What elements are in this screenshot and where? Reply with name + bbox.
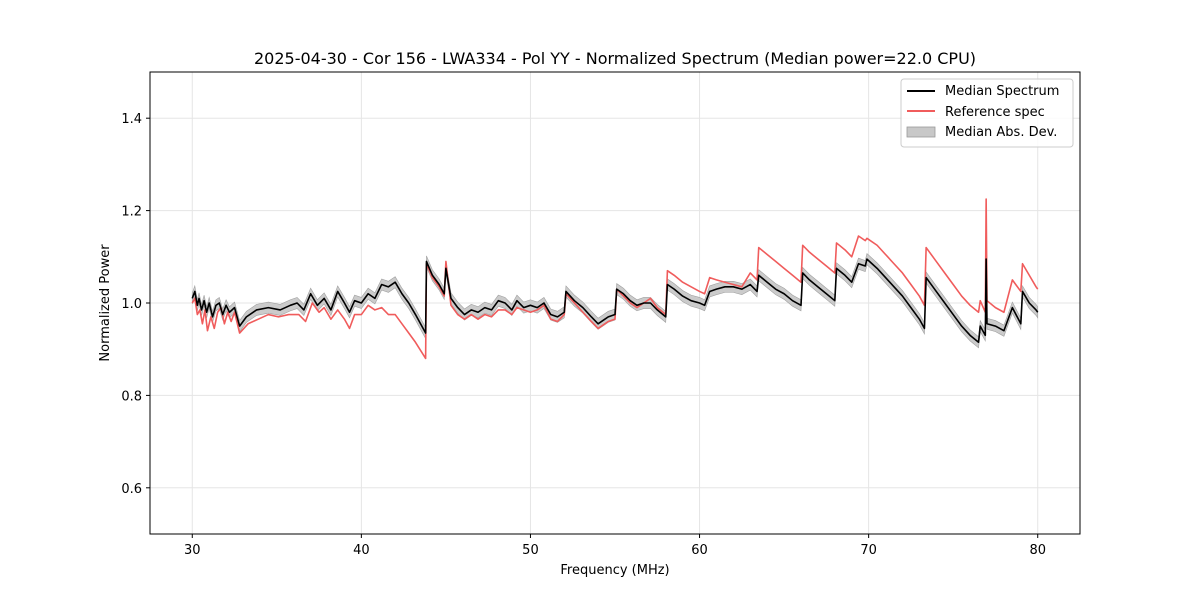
x-axis-ticks: 30 40 50 60 70 80 — [184, 534, 1046, 558]
reference-spectrum-line — [191, 198, 1039, 360]
x-tick-label: 70 — [860, 543, 877, 558]
legend-mad-swatch — [906, 126, 936, 138]
legend-median-label: Median Spectrum — [945, 84, 1059, 99]
y-tick-label: 0.6 — [121, 482, 142, 497]
legend-mad-label: Median Abs. Dev. — [945, 125, 1057, 140]
y-tick-label: 0.8 — [121, 389, 142, 404]
legend-box — [900, 78, 1074, 148]
chart-title: 2025-04-30 - Cor 156 - LWA334 - Pol YY -… — [254, 49, 976, 68]
x-tick-label: 40 — [353, 543, 370, 558]
x-tick-label: 80 — [1029, 543, 1046, 558]
y-axis-ticks: 0.6 0.8 1.0 1.2 1.4 — [121, 112, 150, 497]
x-tick-label: 50 — [522, 543, 539, 558]
series-layer — [191, 198, 1039, 360]
x-tick-label: 60 — [691, 543, 708, 558]
y-tick-label: 1.0 — [121, 297, 142, 312]
y-axis-label: Normalized Power — [98, 244, 113, 362]
y-tick-label: 1.2 — [121, 205, 142, 220]
legend: Median Spectrum Reference spec Median Ab… — [900, 78, 1074, 148]
median-spectrum-line — [191, 258, 1039, 344]
x-axis-label: Frequency (MHz) — [560, 563, 669, 578]
y-tick-label: 1.4 — [121, 112, 142, 127]
legend-reference-label: Reference spec — [945, 105, 1045, 120]
x-tick-label: 30 — [184, 543, 201, 558]
